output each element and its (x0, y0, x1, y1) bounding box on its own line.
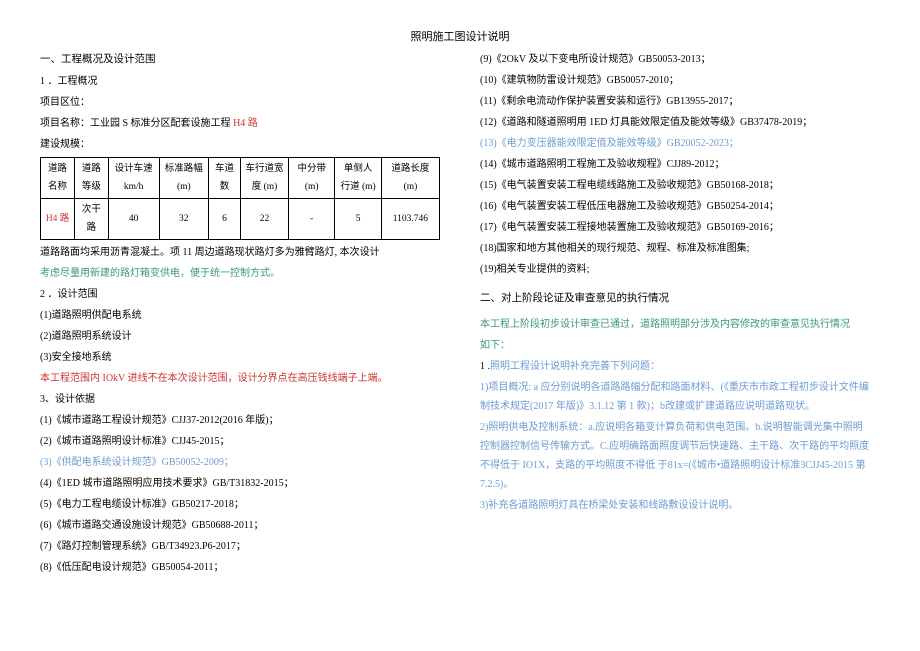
ref-19: (19)相关专业提供的资料; (480, 260, 870, 279)
ref-12: (12)《道路和隧道照明用 1ED 灯具能效限定值及能效等级》GB37478-2… (480, 113, 870, 132)
table-header-row: 道路名称 道路等级 设计车速 km/h 标准路幅 (m) 车道数 车行道宽度 (… (41, 157, 440, 198)
scope-boundary-note: 本工程范围内 IOkV 进线不在本次设计范围，设计分界点在高压钱线端子上端。 (40, 369, 440, 388)
ref-10: (10)《建筑物防雷设计规范》GB50057-2010； (480, 71, 870, 90)
ref-9: (9)《2OkV 及以下变电所设计规范》GB50053-2013； (480, 50, 870, 69)
supplement-item-1: 1)项目概况: a 应分别说明各道路路幅分配和路面材料、(《重庆市市政工程初步设… (480, 378, 870, 416)
ref-17: (17)《电气装置安装工程接地装置施工及验收规范》GB50169-2016； (480, 218, 870, 237)
supplement-item-3: 3)补充各道路照明灯具在桥梁处安装和线路敷设设计说明。 (480, 496, 870, 515)
table-row: H4 路 次干路 40 32 6 22 - 5 1103.746 (41, 199, 440, 240)
ref-3: (3)《供配电系统设计规范》GB50052-2009； (40, 453, 440, 472)
pavement-note: 道路路面均采用沥青混凝土。项 11 周边道路现状路灯多为雅臂路灯, 本次设计 (40, 243, 440, 262)
section-2-heading: 二、对上阶段论证及审查意见的执行情况 (480, 289, 870, 309)
ref-13: (13)《电力变压器能效限定值及能效等级》GB20052-2023； (480, 134, 870, 153)
build-scale: 建设规模： (40, 135, 440, 154)
review-status-2: 如下： (480, 336, 870, 355)
ref-8: (8)《低压配电设计规范》GB50054-2011； (40, 558, 440, 577)
td-lanes: 6 (208, 199, 240, 240)
ref-4: (4)《1ED 城市道路照明应用技术要求》GB/T31832-2015； (40, 474, 440, 493)
ref-2: (2)《城市道路照明设计标准》CJJ45-2015； (40, 432, 440, 451)
supplement-item-2: 2)照明供电及控制系统：a.应说明各箱变计算负荷和供电范围。b.说明智能调光集中… (480, 418, 870, 494)
scope-item-2: (2)道路照明系统设计 (40, 327, 440, 346)
road-table: 道路名称 道路等级 设计车速 km/h 标准路幅 (m) 车道数 车行道宽度 (… (40, 157, 440, 240)
scope-item-3: (3)安全接地系统 (40, 348, 440, 367)
review-status-1: 本工程上阶段初步设计审查已通过，道路照明部分涉及内容修改的审查意见执行情况 (480, 315, 870, 334)
th-std-width: 标准路幅 (m) (159, 157, 208, 198)
document-title: 照明施工图设计说明 (40, 28, 880, 44)
td-std-width: 32 (159, 199, 208, 240)
td-speed: 40 (108, 199, 159, 240)
ref-14: (14)《城市道路照明工程施工及验收规程》CJJ89-2012； (480, 155, 870, 174)
ref-15: (15)《电气装置安装工程电缆线路施工及验收规范》GB50168-2018； (480, 176, 870, 195)
supplement-heading: 1 .照明工程设计说明补充完善下列问题： (480, 357, 870, 376)
th-driveway: 车行道宽度 (m) (241, 157, 289, 198)
project-location: 项目区位： (40, 93, 440, 112)
ref-18: (18)国家和地方其他相关的现行规范、规程、标准及标准图集; (480, 239, 870, 258)
td-road-name: H4 路 (41, 199, 75, 240)
project-name: 项目名称：工业园 S 标准分区配套设施工程 H4 路 (40, 114, 440, 133)
section-1-heading: 一、工程概况及设计范围 (40, 50, 440, 70)
ref-16: (16)《电气装置安装工程低压电器施工及验收规范》GB50254-2014； (480, 197, 870, 216)
right-column: (9)《2OkV 及以下变电所设计规范》GB50053-2013； (10)《建… (480, 50, 870, 579)
td-median: - (288, 199, 334, 240)
project-road-code: H4 路 (233, 118, 258, 129)
th-sidewalk: 单侧人行道 (m) (335, 157, 381, 198)
td-sidewalk: 5 (335, 199, 381, 240)
td-road-grade: 次干路 (75, 199, 109, 240)
ref-6: (6)《城市道路交通设施设计规范》GB50688-2011； (40, 516, 440, 535)
ref-1: (1)《城市道路工程设计规范》CJJ37-2012(2016 年版)； (40, 411, 440, 430)
th-median: 中分带(m) (288, 157, 334, 198)
supplement-title: 照明工程设计说明补充完善下列问题： (490, 361, 660, 372)
columns-wrapper: 一、工程概况及设计范围 1 ．工程概况 项目区位： 项目名称：工业园 S 标准分… (40, 50, 880, 579)
sub-1-2: 2 ．设计范围 (40, 285, 440, 304)
td-length: 1103.746 (381, 199, 439, 240)
power-supply-note: 考虑尽量用新建的路灯箱变供电，便于统一控制方式。 (40, 264, 440, 283)
scope-item-1: (1)道路照明供配电系统 (40, 306, 440, 325)
supplement-num: 1 . (480, 361, 490, 372)
th-speed: 设计车速 km/h (108, 157, 159, 198)
sub-1-1: 1 ．工程概况 (40, 72, 440, 91)
left-column: 一、工程概况及设计范围 1 ．工程概况 项目区位： 项目名称：工业园 S 标准分… (40, 50, 440, 579)
ref-11: (11)《剩余电流动作保护装置安装和运行》GB13955-2017； (480, 92, 870, 111)
th-lanes: 车道数 (208, 157, 240, 198)
th-length: 道路长度(m) (381, 157, 439, 198)
sub-1-3: 3、设计依据 (40, 390, 440, 409)
th-road-name: 道路名称 (41, 157, 75, 198)
ref-7: (7)《路灯控制管理系统》GB/T34923.P6-2017； (40, 537, 440, 556)
project-name-text: 项目名称：工业园 S 标准分区配套设施工程 (40, 118, 233, 129)
th-road-grade: 道路等级 (75, 157, 109, 198)
td-driveway: 22 (241, 199, 289, 240)
ref-5: (5)《电力工程电缆设计标准》GB50217-2018； (40, 495, 440, 514)
